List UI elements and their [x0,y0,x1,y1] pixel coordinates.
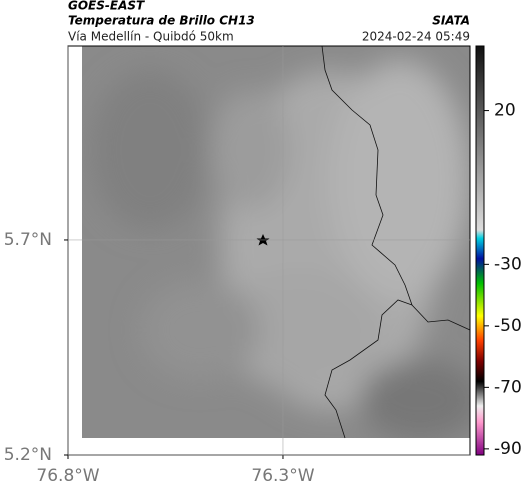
x-tick-label: 76.8°W [36,466,99,486]
colorbar-label: -70 [494,377,522,397]
y-tick-label: 5.2°N [4,445,52,465]
title: GOES-EAST [68,0,145,13]
y-tick-label: 5.7°N [4,230,52,250]
colorbar-label: -30 [494,254,522,274]
source: SIATA [432,14,470,28]
datetime: 2024-02-24 05:49 [362,30,470,44]
colorbar-label: -90 [494,439,522,459]
colorbar [475,45,485,456]
colorbar-label: 20 [494,101,516,121]
subtitle: Temperatura de Brillo CH13 [68,14,255,28]
satellite-image [82,46,470,438]
route: Vía Medellín - Quibdó 50km [68,30,234,44]
border [321,45,471,439]
x-tick-label: 76.3°W [251,466,314,486]
colorbar-label: -50 [494,316,522,336]
